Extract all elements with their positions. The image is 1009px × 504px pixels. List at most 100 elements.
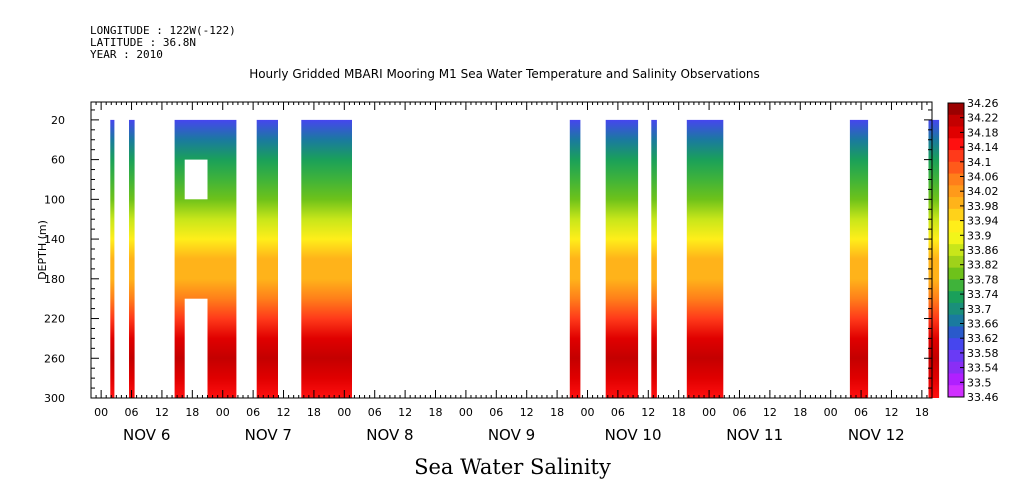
x-tick-label: 00 — [216, 406, 230, 419]
data-column-9 — [849, 119, 869, 399]
colorbar-label: 34.26 — [967, 97, 999, 110]
colorbar-label: 33.46 — [967, 391, 999, 404]
colorbar-swatch — [948, 361, 964, 374]
colorbar-label: 34.02 — [967, 185, 999, 198]
y-tick-label: 60 — [51, 154, 65, 167]
colorbar-label: 33.54 — [967, 362, 999, 375]
y-tick-label: 100 — [44, 193, 65, 206]
x-tick-label: 18 — [550, 406, 564, 419]
colorbar-swatch — [948, 373, 964, 386]
colorbar-swatch — [948, 161, 964, 175]
x-tick-label: 06 — [125, 406, 139, 419]
colorbar-swatch — [948, 338, 964, 351]
x-axis-title: Sea Water Salinity — [414, 455, 611, 479]
data-column-8 — [686, 119, 724, 399]
colorbar-swatch — [948, 150, 964, 163]
colorbar-swatch — [948, 208, 964, 222]
day-label: NOV 9 — [488, 426, 535, 444]
x-tick-label: 06 — [246, 406, 260, 419]
colorbar-swatch — [948, 197, 964, 210]
x-tick-label: 12 — [884, 406, 898, 419]
data-column-7 — [651, 119, 657, 399]
day-label: NOV 12 — [848, 426, 905, 444]
year-label: YEAR : 2010 — [90, 48, 163, 61]
x-tick-label: 12 — [398, 406, 412, 419]
day-label: NOV 10 — [605, 426, 662, 444]
x-tick-label: 18 — [185, 406, 199, 419]
colorbar-label: 33.5 — [967, 376, 992, 389]
colorbar-swatch — [948, 291, 964, 304]
y-tick-label: 20 — [51, 114, 65, 127]
x-tick-label: 06 — [489, 406, 503, 419]
colorbar-swatch — [948, 114, 964, 128]
colorbar-swatch — [948, 314, 964, 327]
x-tick-label: 18 — [672, 406, 686, 419]
x-tick-label: 00 — [580, 406, 594, 419]
colorbar-swatch — [948, 267, 964, 280]
data-column-1 — [129, 119, 135, 399]
colorbar-label: 33.82 — [967, 259, 999, 272]
x-tick-label: 18 — [793, 406, 807, 419]
x-tick-label: 06 — [854, 406, 868, 419]
data-column-0 — [110, 119, 115, 399]
y-tick-label: 260 — [44, 352, 65, 365]
day-label: NOV 8 — [366, 426, 413, 444]
data-gap-0 — [184, 159, 208, 200]
colorbar-label: 33.66 — [967, 318, 999, 331]
colorbar-label: 33.74 — [967, 288, 999, 301]
colorbar-label: 33.9 — [967, 229, 992, 242]
colorbar-label: 33.78 — [967, 273, 999, 286]
colorbar-label: 34.22 — [967, 112, 999, 125]
y-tick-label: 140 — [44, 233, 65, 246]
colorbar-swatch — [948, 255, 964, 269]
colorbar-swatch — [948, 302, 964, 316]
colorbar-label: 33.58 — [967, 347, 999, 360]
day-label: NOV 7 — [245, 426, 292, 444]
x-tick-label: 12 — [520, 406, 534, 419]
x-tick-label: 00 — [824, 406, 838, 419]
axes: 20 60 100 140 180 220 260 300 00 06 12 18 00 06 12 18 00… — [44, 101, 933, 444]
latitude-label: LATITUDE : 36.8N — [90, 36, 196, 49]
colorbar-label: 33.7 — [967, 303, 992, 316]
data-gap-1 — [184, 298, 208, 398]
day-label: NOV 6 — [123, 426, 170, 444]
colorbar-swatch — [948, 279, 964, 292]
chart-title: Hourly Gridded MBARI Mooring M1 Sea Wate… — [249, 67, 760, 81]
colorbar-swatch — [948, 173, 964, 186]
x-tick-label: 18 — [429, 406, 443, 419]
colorbar-swatch — [948, 326, 964, 339]
x-tick-label: 18 — [915, 406, 929, 419]
y-tick-label: 180 — [44, 273, 65, 286]
x-tick-label: 12 — [641, 406, 655, 419]
y-axis-label: DEPTH (m) — [36, 220, 49, 280]
colorbar-swatch — [948, 103, 964, 116]
colorbar-swatch — [948, 385, 964, 398]
data-column-3 — [256, 119, 278, 399]
y-tick-label: 220 — [44, 313, 65, 326]
colorbar-label: 33.62 — [967, 332, 999, 345]
colorbar-swatch — [948, 185, 964, 198]
x-tick-label: 06 — [732, 406, 746, 419]
x-tick-label: 12 — [277, 406, 291, 419]
data-column-4 — [301, 119, 352, 399]
colorbar-label: 33.94 — [967, 215, 999, 228]
colorbar-label: 34.06 — [967, 171, 999, 184]
x-tick-label: 00 — [702, 406, 716, 419]
x-tick-label: 00 — [459, 406, 473, 419]
colorbar-swatch — [948, 138, 964, 151]
x-tick-label: 12 — [763, 406, 777, 419]
x-tick-label: 18 — [307, 406, 321, 419]
colorbar-label: 33.98 — [967, 200, 999, 213]
longitude-label: LONGITUDE : 122W(-122) — [90, 24, 236, 37]
x-tick-label: 12 — [155, 406, 169, 419]
colorbar-swatch — [948, 349, 964, 363]
x-tick-label: 06 — [611, 406, 625, 419]
colorbar-label: 33.86 — [967, 244, 999, 257]
plot-area — [110, 119, 940, 399]
y-tick-label: 300 — [44, 392, 65, 405]
colorbar-swatch — [948, 220, 964, 233]
colorbar-swatch — [948, 244, 964, 257]
data-column-10 — [928, 119, 940, 399]
x-tick-label: 00 — [337, 406, 351, 419]
